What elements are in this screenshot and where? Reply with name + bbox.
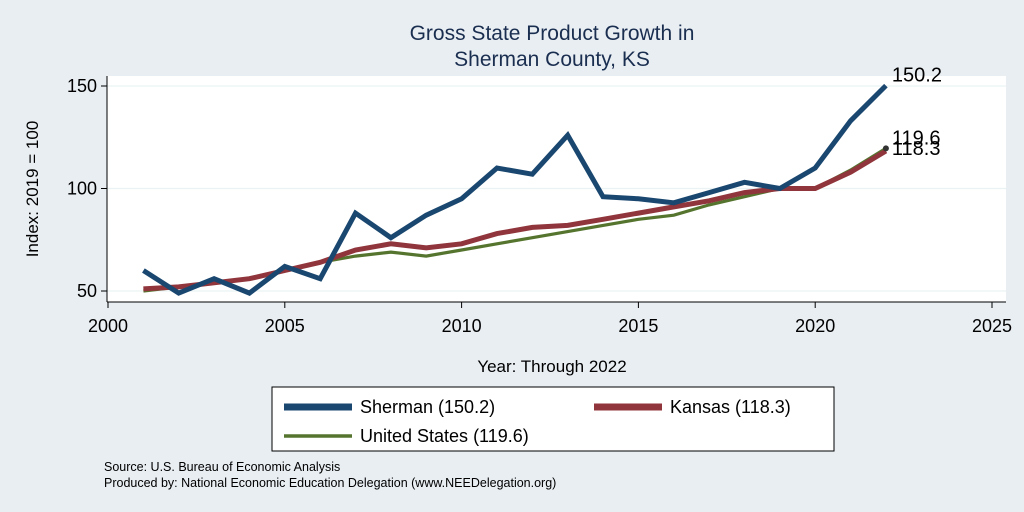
x-tick-label: 2010 xyxy=(442,316,482,336)
series-line-sherman xyxy=(142,83,888,296)
gridlines xyxy=(107,85,1006,292)
x-tick-label: 2005 xyxy=(265,316,305,336)
legend-label-united-states: United States (119.6) xyxy=(360,426,529,446)
end-label-sherman: 150.2 xyxy=(892,65,942,87)
legend-label-sherman: Sherman (150.2) xyxy=(360,397,495,417)
y-axis-title: Index: 2019 = 100 xyxy=(23,121,42,258)
end-label-kansas: 118.3 xyxy=(892,138,941,160)
series-lines xyxy=(142,83,889,296)
x-tick-label: 2015 xyxy=(618,316,658,336)
series-line-kansas xyxy=(143,148,888,292)
chart-title-line-2: Sherman County, KS xyxy=(454,48,650,71)
x-tick-label: 2000 xyxy=(88,316,128,336)
x-tick-label: 2025 xyxy=(972,316,1012,336)
x-axis-title: Year: Through 2022 xyxy=(477,357,626,376)
y-tick-label: 50 xyxy=(77,281,97,301)
y-tick-label: 100 xyxy=(67,179,97,199)
y-tick-label: 150 xyxy=(67,76,97,96)
x-tick-label: 2020 xyxy=(795,316,835,336)
chart-title-line-1: Gross State Product Growth in xyxy=(410,22,695,45)
end-point-marker xyxy=(882,145,889,152)
legend-entries: Sherman (150.2) Kansas (118.3) United Stat… xyxy=(284,397,791,446)
legend-label-kansas: Kansas (118.3) xyxy=(670,397,791,417)
source-note: Source: U.S. Bureau of Economic Analysis xyxy=(104,460,340,474)
axes: 50 100 150 2000 2005 2010 2015 2020 2025 xyxy=(67,76,1012,336)
legend xyxy=(271,386,835,452)
produced-by-note: Produced by: National Economic Education… xyxy=(104,476,556,490)
end-label-united-states: 119.6 xyxy=(892,127,941,149)
